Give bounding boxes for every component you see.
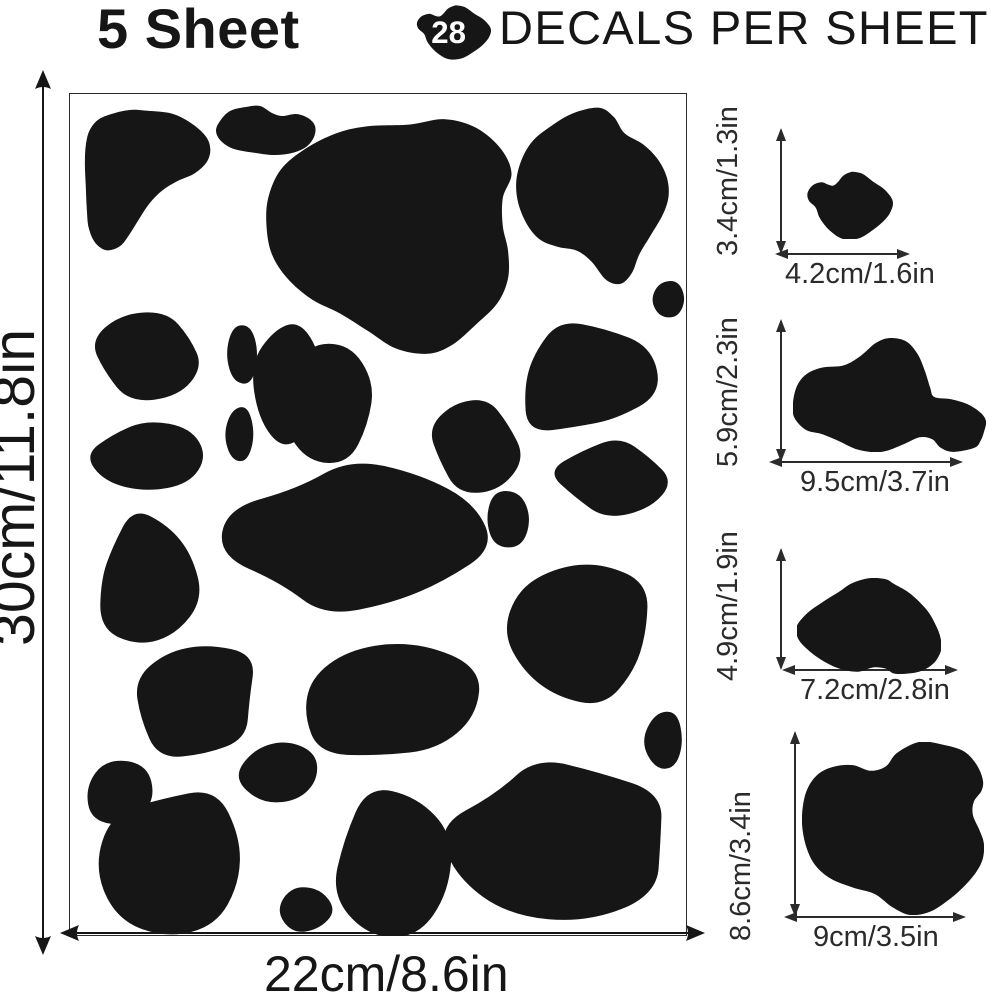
svg-text:28: 28 <box>431 15 466 50</box>
